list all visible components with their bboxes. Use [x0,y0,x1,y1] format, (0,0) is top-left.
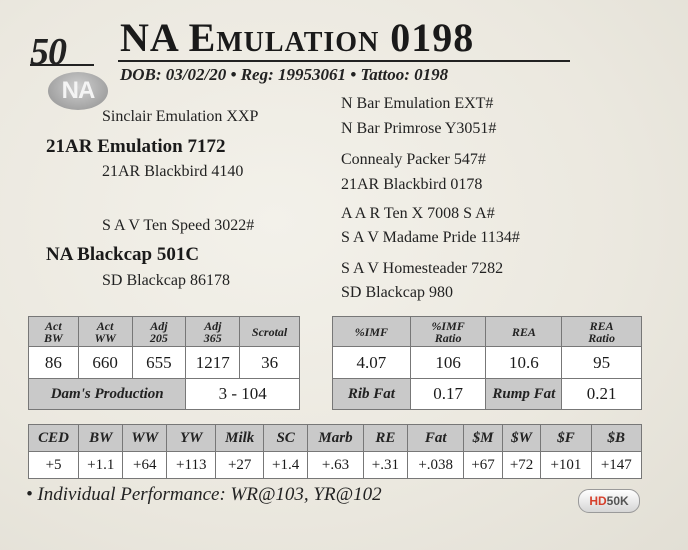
epd-header-sc: SC [262,424,309,452]
header-rea: REA [485,316,563,347]
hd50k-logo-rest: 50K [606,494,629,508]
value-imf-ratio: 106 [409,346,487,379]
hd50k-logo: HD50K [578,489,640,513]
lot-underline [30,64,94,66]
epd-value-yw: +113 [166,451,217,479]
animal-details: DOB: 03/02/20 • Reg: 19953061 • Tattoo: … [120,65,449,84]
pedigree-dam-dam: SD Blackcap 86178 [102,272,230,289]
animal-name: NA Emulation 0198 [120,15,475,60]
rib-fat-label: Rib Fat [332,378,411,410]
header-scrotal: Scrotal [239,316,300,347]
epd-header-re: RE [362,424,409,452]
epd-table: CED BW WW YW Milk SC Marb RE Fat $M $W $F $B +5 +1.1 +… [27,424,643,479]
epd-header-milk: Milk [215,424,264,452]
epd-value-ww: +64 [122,451,168,479]
epd-value-re: +.31 [362,451,409,479]
value-imf: 4.07 [332,346,411,379]
pedigree-sds: Connealy Packer 547# [341,151,486,168]
title-divider [118,60,570,62]
na-logo-badge: NA [48,72,108,110]
header-rea-ratio: REA Ratio [561,316,642,347]
pedigree-sdd: 21AR Blackbird 0178 [341,176,483,193]
epd-header-b: $B [590,424,643,452]
value-act-ww: 660 [77,346,133,379]
epd-header-w: $W [501,424,542,452]
epd-value-m: +67 [463,451,503,479]
header-act-bw: Act BW [28,316,79,347]
individual-performance-note: • Individual Performance: WR@103, YR@102 [26,484,382,505]
epd-value-fat: +.038 [407,451,465,479]
epd-header-marb: Marb [307,424,364,452]
epd-header-m: $M [463,424,503,452]
value-rea-ratio: 95 [561,346,642,379]
epd-header-bw: BW [78,424,124,452]
epd-value-sc: +1.4 [262,451,309,479]
epd-header-f: $F [540,424,592,452]
header-act-ww: Act WW [77,316,133,347]
epd-value-marb: +.63 [307,451,364,479]
carcass-table: %IMF %IMF Ratio REA REA Ratio 4.07 106 1… [332,316,642,410]
pedigree-dsd: S A V Madame Pride 1134# [341,229,520,246]
epd-value-milk: +27 [215,451,264,479]
value-adj-205: 655 [131,346,187,379]
header-imf: %IMF [332,316,411,347]
pedigree-dss: A A R Ten X 7008 S A# [341,205,495,222]
value-scrotal: 36 [239,346,300,379]
epd-header-yw: YW [166,424,217,452]
lot-number: 50 [30,31,67,73]
pedigree-sire-sire: Sinclair Emulation XXP [102,108,259,125]
header-adj-365: Adj 365 [185,316,241,347]
header-imf-ratio: %IMF Ratio [409,316,487,347]
epd-value-w: +72 [501,451,542,479]
epd-header-ced: CED [27,424,80,452]
rib-fat-value: 0.17 [409,378,487,410]
value-rea: 10.6 [485,346,563,379]
actual-performance-table: Act BW Act WW Adj 205 Adj 365 Scrotal 86… [27,316,300,410]
pedigree-dds: S A V Homesteader 7282 [341,260,504,277]
pedigree-ddd: SD Blackcap 980 [341,284,453,301]
pedigree-dam-sire: S A V Ten Speed 3022# [102,217,255,234]
pedigree-sss: N Bar Emulation EXT# [341,95,494,112]
epd-header-fat: Fat [407,424,465,452]
dams-production-value: 3 - 104 [185,378,300,410]
epd-header-ww: WW [122,424,168,452]
dams-production-label: Dam's Production [27,378,187,410]
epd-value-b: +147 [590,451,643,479]
pedigree-ssd: N Bar Primrose Y3051# [341,120,497,137]
header-adj-205: Adj 205 [131,316,187,347]
value-act-bw: 86 [28,346,79,379]
rump-fat-value: 0.21 [561,378,642,410]
value-adj-365: 1217 [185,346,241,379]
epd-value-bw: +1.1 [78,451,124,479]
pedigree-dam: NA Blackcap 501C [46,244,200,265]
epd-value-f: +101 [540,451,592,479]
epd-value-ced: +5 [27,451,80,479]
rump-fat-label: Rump Fat [485,378,563,410]
pedigree-sire-dam: 21AR Blackbird 4140 [102,163,244,180]
pedigree-sire: 21AR Emulation 7172 [46,136,226,157]
hd50k-logo-hd: HD [589,494,607,508]
